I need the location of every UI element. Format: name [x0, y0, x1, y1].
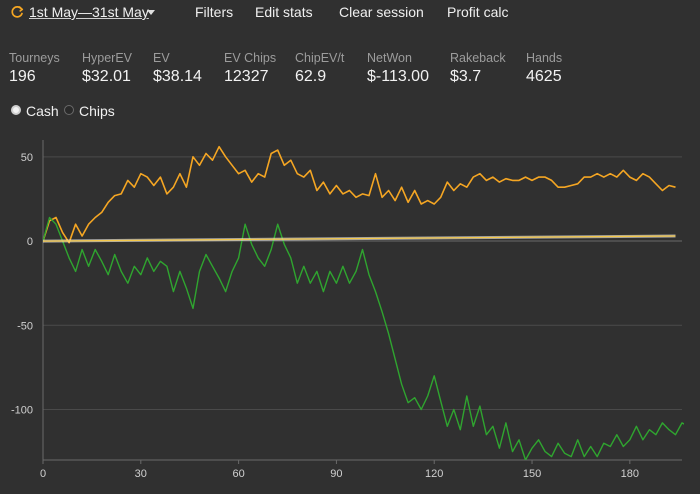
y-tick-label: 0: [27, 236, 33, 248]
stat-hyperev: HyperEV $32.01: [82, 51, 132, 87]
x-tick-label: 0: [40, 468, 46, 480]
stat-label: HyperEV: [82, 51, 133, 65]
radio-button-icon[interactable]: [11, 105, 21, 115]
x-tick-label: 60: [232, 468, 244, 480]
x-tick-label: 180: [621, 468, 639, 480]
x-tick-label: 150: [523, 468, 541, 480]
stat-value: 196: [9, 68, 36, 85]
stat-ev-chips: EV Chips 12327: [224, 51, 276, 87]
stat-label: EV: [153, 51, 170, 65]
stat-label: EV Chips: [224, 51, 277, 65]
stat-label: Tourneys: [9, 51, 60, 65]
y-tick-label: -50: [17, 320, 33, 332]
stat-chipev-per-t: ChipEV/t 62.9: [295, 51, 344, 87]
stat-value: 62.9: [295, 68, 327, 85]
chart-tick-labels: 50 0 -50 -100 0 30 60 90 120 150 180: [11, 152, 639, 480]
filters-button[interactable]: Filters: [195, 4, 234, 20]
edit-stats-button[interactable]: Edit stats: [255, 4, 313, 20]
refresh-icon[interactable]: [10, 5, 24, 19]
radio-label: Chips: [79, 103, 115, 119]
series-line: [43, 216, 684, 460]
y-tick-label: -100: [11, 404, 33, 416]
profit-calc-button[interactable]: Profit calc: [447, 4, 509, 20]
x-tick-label: 30: [135, 468, 147, 480]
stat-value: 12327: [224, 68, 269, 85]
date-range-picker[interactable]: 1st May—31st May: [29, 4, 149, 20]
stat-netwon: NetWon $-113.00: [367, 51, 429, 87]
y-tick-label: 50: [21, 152, 33, 164]
series-line: [43, 145, 676, 244]
stat-rakeback: Rakeback $3.7: [450, 51, 506, 87]
stat-value: $38.14: [153, 68, 202, 85]
x-tick-label: 90: [330, 468, 342, 480]
series-line: [43, 235, 676, 242]
stat-label: Hands: [526, 51, 563, 65]
stat-label: ChipEV/t: [295, 51, 345, 65]
clear-session-button[interactable]: Clear session: [339, 4, 424, 20]
stat-label: NetWon: [367, 51, 412, 65]
stat-value: $3.7: [450, 68, 482, 85]
chart-grid: [42, 140, 682, 464]
stat-ev: EV $38.14: [153, 51, 202, 87]
stat-value: $32.01: [82, 68, 131, 85]
stat-label: Rakeback: [450, 51, 506, 65]
radio-label: Cash: [26, 103, 59, 119]
stat-value: 4625: [526, 68, 562, 85]
stat-tourneys: Tourneys 196: [9, 51, 60, 87]
stat-value: $-113.00: [367, 68, 429, 85]
radio-button-icon[interactable]: [64, 105, 74, 115]
chart-series: [43, 145, 684, 460]
profit-chart: 50 0 -50 -100 0 30 60 90 120 150 180: [11, 140, 684, 480]
stat-hands: Hands 4625: [526, 51, 562, 87]
toolbar: 1st May—31st May Filters Edit stats Clea…: [0, 0, 700, 26]
x-tick-label: 120: [425, 468, 443, 480]
chevron-down-icon[interactable]: [147, 10, 155, 15]
